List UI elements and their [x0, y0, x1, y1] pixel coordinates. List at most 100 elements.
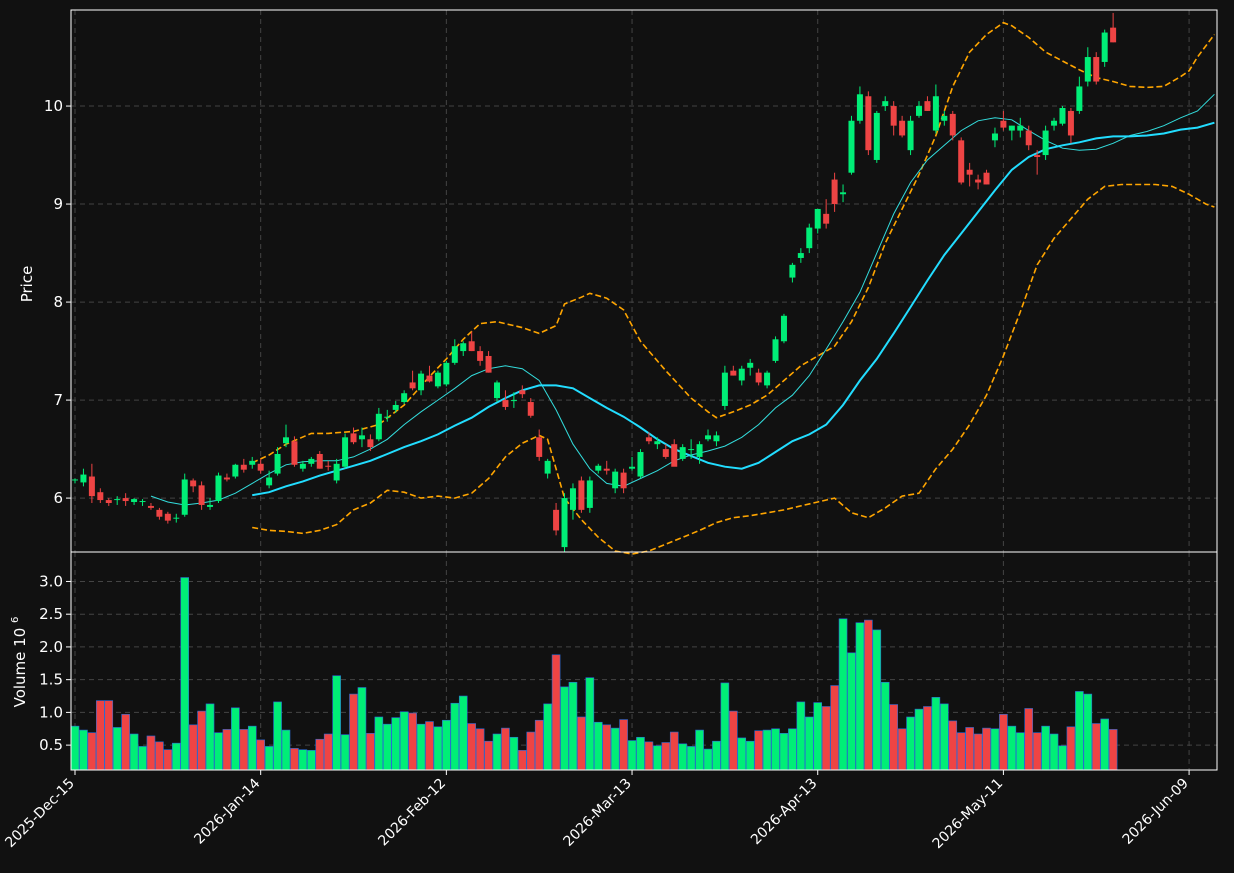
volume-axis-label-power: 6	[10, 617, 21, 623]
candle-body	[460, 343, 467, 352]
candle-body	[392, 404, 399, 410]
candle-body	[156, 509, 163, 517]
volume-bar	[273, 701, 282, 771]
volume-bar	[492, 733, 502, 771]
candle-body	[88, 476, 95, 497]
price-y-tick-label: 7	[53, 391, 63, 409]
candle-body	[831, 179, 838, 205]
candle-body	[1076, 86, 1083, 111]
volume-bar	[560, 686, 569, 771]
volume-bar	[256, 739, 265, 771]
candle-body	[536, 437, 543, 457]
price-y-tick-label: 8	[53, 293, 63, 311]
candle	[375, 407, 382, 442]
volume-bar	[982, 727, 991, 771]
candle	[1067, 108, 1074, 144]
candle-body	[451, 346, 458, 363]
candle	[899, 115, 906, 138]
volume-bar	[686, 746, 696, 771]
volume-bar	[129, 733, 139, 771]
volume-bar	[796, 701, 806, 771]
volume-bar	[96, 700, 105, 771]
volume-bar	[762, 729, 772, 771]
volume-bar	[121, 714, 130, 771]
candles	[72, 12, 1117, 552]
candle	[958, 137, 965, 185]
candle-body	[510, 400, 517, 402]
volume-bar	[678, 743, 687, 771]
candle-body	[131, 499, 138, 503]
volume-bar	[593, 721, 603, 771]
volume-bar	[1032, 732, 1042, 771]
candle-body	[780, 315, 787, 342]
candle-body	[164, 513, 171, 521]
candle	[966, 162, 973, 187]
candle	[88, 463, 95, 503]
candle-body	[105, 500, 112, 503]
candle-body	[257, 463, 264, 471]
candle-body	[139, 501, 146, 503]
candle	[873, 110, 880, 163]
candle	[620, 468, 627, 494]
candle-body	[1067, 110, 1074, 136]
candle	[232, 463, 239, 479]
volume-bar	[180, 577, 190, 771]
candle-body	[713, 435, 720, 442]
candle-body	[975, 179, 982, 183]
volume-bar	[239, 729, 249, 771]
candle	[1042, 125, 1049, 160]
candle-body	[147, 505, 154, 508]
candle	[738, 365, 745, 386]
candle-body	[240, 464, 247, 470]
candle	[772, 336, 779, 363]
candle-body	[721, 372, 728, 406]
volume-bar	[104, 700, 114, 771]
candle	[882, 96, 889, 111]
volume-bar	[374, 716, 384, 771]
candle-body	[696, 444, 703, 457]
candle-body	[358, 435, 365, 440]
candle	[367, 434, 374, 452]
candle	[333, 458, 340, 484]
volume-bar	[754, 730, 763, 771]
candle-body	[544, 460, 551, 474]
candle-body	[840, 192, 847, 195]
candle-body	[789, 264, 796, 278]
candle	[342, 433, 349, 469]
candle-body	[485, 355, 492, 373]
candle	[207, 498, 214, 510]
candle	[1059, 106, 1066, 126]
candle-body	[384, 416, 391, 418]
candle	[418, 370, 425, 396]
candle	[1051, 117, 1058, 131]
volume-bar	[788, 728, 797, 771]
candle-body	[688, 449, 695, 451]
volume-bar	[197, 710, 206, 771]
candle	[181, 473, 188, 517]
candle-body	[578, 480, 585, 510]
candle	[97, 488, 104, 503]
candle	[72, 478, 78, 484]
candle-body	[342, 437, 349, 467]
candle-body	[747, 362, 754, 368]
volume-bar	[906, 716, 915, 771]
candle-body	[1025, 130, 1032, 146]
volume-bar	[1007, 725, 1017, 771]
candle	[358, 427, 365, 448]
candle-body	[612, 471, 619, 489]
candle	[637, 449, 644, 479]
candle-body	[561, 498, 568, 548]
candle	[1025, 125, 1032, 151]
candle-body	[916, 106, 922, 116]
candle-body	[772, 339, 779, 361]
candle-body	[375, 413, 382, 440]
candle-body	[966, 169, 973, 175]
volume-bar	[1083, 693, 1093, 771]
volume-bar	[323, 733, 333, 771]
candle	[561, 493, 568, 552]
volume-bar	[281, 729, 291, 771]
candle	[409, 370, 416, 391]
candle	[198, 481, 205, 510]
candle	[856, 86, 863, 124]
candle	[392, 401, 399, 413]
